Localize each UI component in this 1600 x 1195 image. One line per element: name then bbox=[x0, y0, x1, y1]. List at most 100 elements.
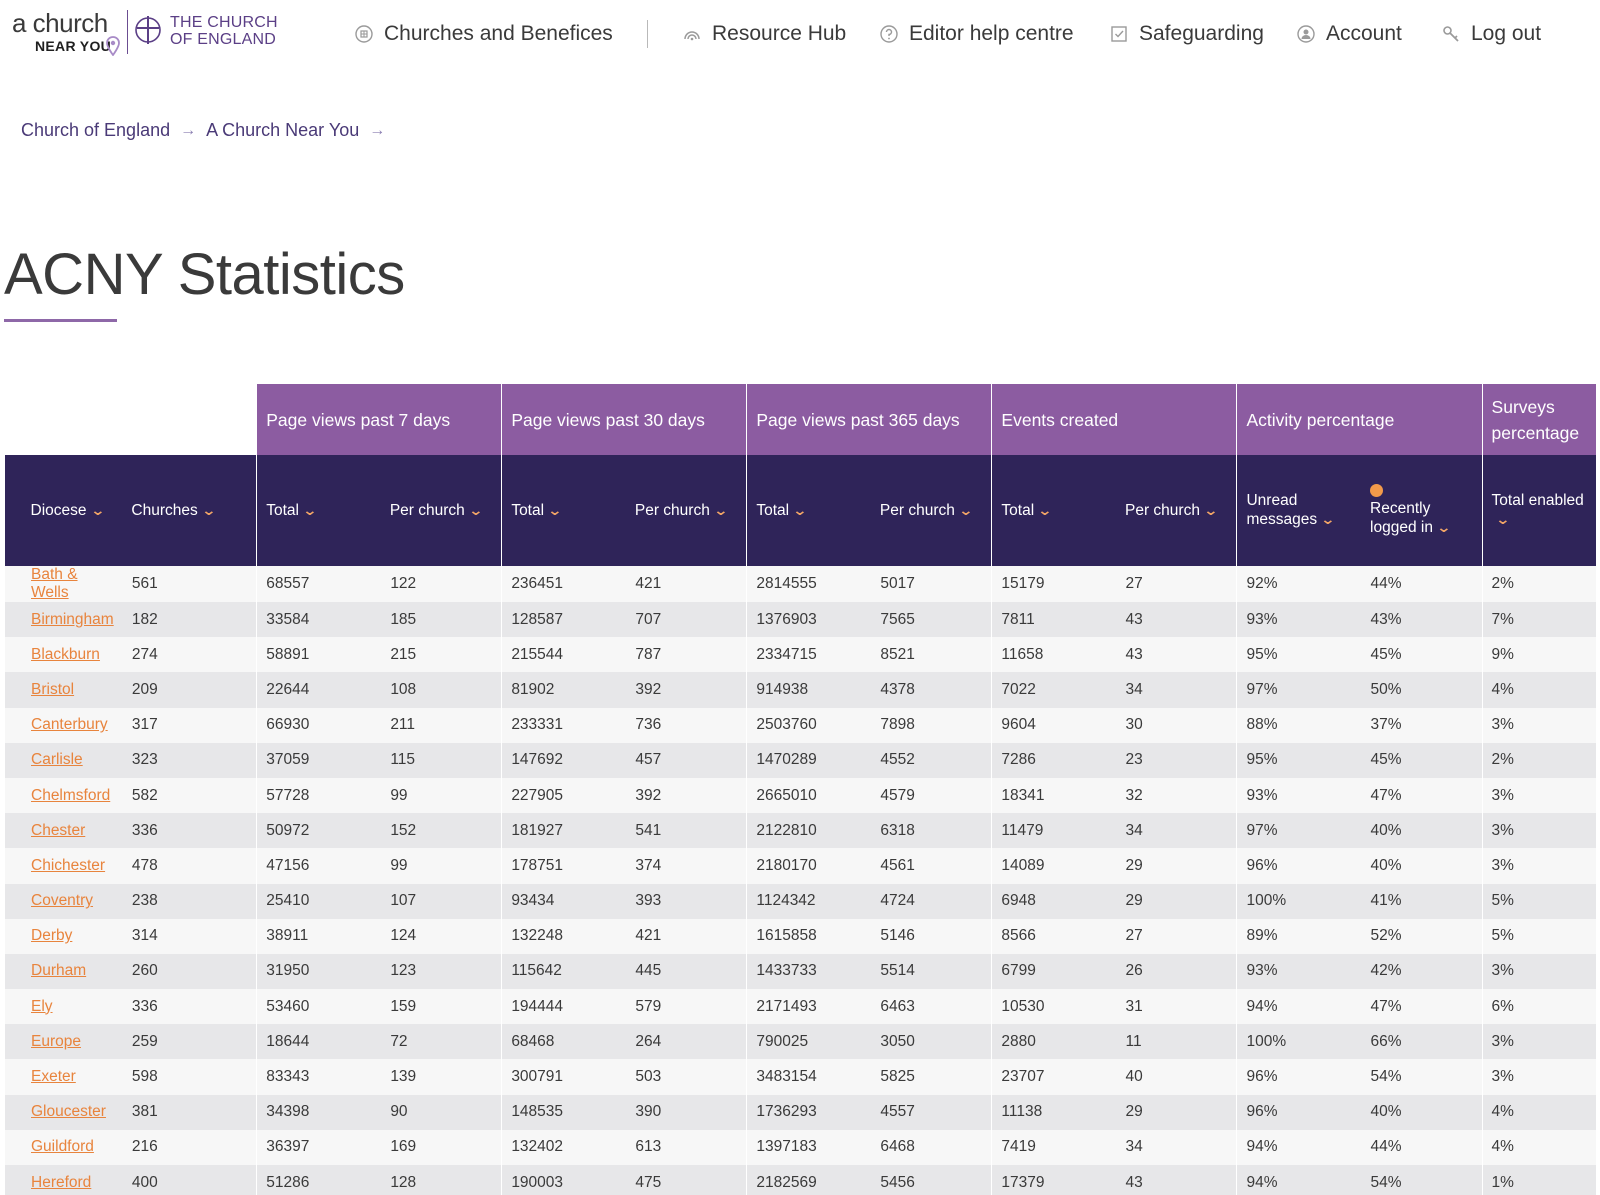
nav-account[interactable]: Account bbox=[1296, 16, 1402, 52]
column-header-7d-per-church[interactable]: Per church ⌄ bbox=[380, 455, 502, 566]
table-cell: 93% bbox=[1236, 777, 1362, 814]
diocese-link[interactable]: Hereford bbox=[31, 1173, 92, 1191]
diocese-link[interactable]: Gloucester bbox=[31, 1103, 106, 1121]
column-header-30d-per-church[interactable]: Per church ⌄ bbox=[625, 455, 747, 566]
table-cell: 7419 bbox=[991, 1129, 1116, 1165]
cell-value: 7286 bbox=[1001, 751, 1036, 769]
column-header-recently-logged-in[interactable]: Recently logged in ⌄ bbox=[1361, 455, 1483, 566]
column-header-label: Recently logged in bbox=[1370, 500, 1433, 536]
column-header-unread-messages[interactable]: Unread messages ⌄ bbox=[1236, 455, 1362, 566]
diocese-link[interactable]: Guildford bbox=[31, 1138, 94, 1156]
cell-value: 181927 bbox=[511, 821, 564, 839]
table-cell: 43 bbox=[1115, 637, 1237, 673]
breadcrumb-church-of-england[interactable]: Church of England bbox=[21, 120, 171, 140]
table-cell: 43 bbox=[1115, 602, 1237, 638]
cell-value: 215544 bbox=[511, 645, 564, 663]
cell-value: 47% bbox=[1370, 786, 1402, 804]
table-cell: 6948 bbox=[991, 883, 1116, 919]
cell-value: 274 bbox=[131, 645, 158, 663]
cell-value: 122 bbox=[390, 575, 417, 592]
column-header-total-enabled[interactable]: Total enabled ⌄ bbox=[1481, 455, 1596, 566]
acny-logo[interactable]: a church NEAR YOU bbox=[12, 8, 124, 56]
table-cell: 27 bbox=[1115, 918, 1237, 954]
diocese-cell: Chelmsford bbox=[4, 777, 123, 814]
cell-value: 94% bbox=[1246, 997, 1278, 1015]
column-header-365d-total[interactable]: Total ⌄ bbox=[746, 455, 871, 566]
church-of-england-logo[interactable]: THE CHURCH OF ENGLAND bbox=[170, 14, 278, 48]
church-of-england-cross-icon[interactable] bbox=[134, 14, 162, 46]
breadcrumb-a-church-near-you[interactable]: A Church Near You bbox=[206, 120, 360, 140]
cell-value: 216 bbox=[131, 1138, 158, 1156]
diocese-link[interactable]: Chester bbox=[31, 821, 86, 839]
table-cell: 94% bbox=[1236, 1165, 1362, 1195]
table-cell: 1736293 bbox=[746, 1094, 871, 1130]
table-cell: 42% bbox=[1361, 953, 1483, 990]
diocese-link[interactable]: Ely bbox=[31, 997, 53, 1015]
cell-value: 92% bbox=[1246, 575, 1278, 592]
cell-value: 503 bbox=[635, 1068, 662, 1086]
cell-value: 6318 bbox=[880, 821, 915, 839]
table-cell: 57728 bbox=[256, 777, 381, 814]
cell-value: 393 bbox=[635, 892, 662, 910]
diocese-link[interactable]: Chichester bbox=[31, 856, 106, 874]
table-cell: 115 bbox=[380, 742, 502, 778]
nav-editor-help-centre[interactable]: Editor help centre bbox=[879, 16, 1074, 52]
cell-value: 11479 bbox=[1001, 821, 1044, 839]
column-header-diocese[interactable]: Diocese ⌄ bbox=[4, 455, 123, 566]
table-cell: 336 bbox=[122, 813, 257, 849]
cell-value: 2182569 bbox=[756, 1173, 817, 1191]
cell-value: 3% bbox=[1491, 821, 1514, 839]
diocese-link[interactable]: Blackburn bbox=[31, 645, 100, 663]
column-header-events-total[interactable]: Total ⌄ bbox=[991, 455, 1116, 566]
cell-value: 374 bbox=[635, 856, 662, 874]
nav-churches-and-benefices[interactable]: Churches and Benefices bbox=[354, 16, 613, 52]
chevron-down-icon: ⌄ bbox=[1436, 519, 1452, 535]
cell-value: 421 bbox=[635, 927, 662, 945]
diocese-cell: Blackburn bbox=[4, 637, 123, 673]
cell-value: 3% bbox=[1491, 856, 1514, 874]
column-header-label: Churches bbox=[131, 502, 198, 519]
cell-value: 99 bbox=[390, 786, 408, 804]
diocese-link[interactable]: Bath & Wells bbox=[31, 566, 78, 601]
cell-value: 2% bbox=[1491, 751, 1514, 769]
key-icon bbox=[1443, 26, 1459, 42]
column-header-7d-total[interactable]: Total ⌄ bbox=[256, 455, 381, 566]
nav-log-out[interactable]: Log out bbox=[1441, 16, 1541, 52]
diocese-link[interactable]: Chelmsford bbox=[31, 786, 111, 804]
cell-value: 95% bbox=[1246, 751, 1278, 769]
diocese-link[interactable]: Coventry bbox=[31, 892, 94, 910]
cell-value: 579 bbox=[635, 997, 662, 1015]
column-header-events-per-church[interactable]: Per church ⌄ bbox=[1115, 455, 1237, 566]
diocese-link[interactable]: Canterbury bbox=[31, 716, 108, 734]
column-header-30d-total[interactable]: Total ⌄ bbox=[501, 455, 626, 566]
cell-value: 1397183 bbox=[756, 1138, 817, 1156]
diocese-link[interactable]: Derby bbox=[31, 927, 73, 945]
cell-value: 336 bbox=[131, 821, 158, 839]
column-header-365d-per-church[interactable]: Per church ⌄ bbox=[870, 455, 992, 566]
info-icon[interactable] bbox=[1370, 484, 1384, 497]
cell-value: 54% bbox=[1370, 1173, 1402, 1191]
diocese-link[interactable]: Birmingham bbox=[31, 610, 114, 628]
cell-value: 93% bbox=[1246, 610, 1278, 628]
nav-resource-hub[interactable]: Resource Hub bbox=[682, 16, 846, 52]
cell-value: 44% bbox=[1370, 575, 1402, 592]
table-cell: 3% bbox=[1481, 848, 1596, 884]
table-cell: 95% bbox=[1236, 637, 1362, 673]
diocese-link[interactable]: Durham bbox=[31, 962, 87, 980]
cell-value: 10530 bbox=[1001, 997, 1045, 1015]
diocese-link[interactable]: Carlisle bbox=[31, 751, 83, 769]
table-cell: 211 bbox=[380, 707, 502, 743]
table-row: Coventry 238 25410 107 93434 393 1124342 4724 69… bbox=[4, 883, 1596, 919]
table-cell: 264 bbox=[625, 1024, 747, 1060]
cell-value: 5825 bbox=[880, 1068, 915, 1086]
table-cell: 4378 bbox=[870, 672, 992, 708]
diocese-link[interactable]: Bristol bbox=[31, 680, 75, 698]
nav-safeguarding[interactable]: Safeguarding bbox=[1109, 16, 1264, 52]
diocese-link[interactable]: Exeter bbox=[31, 1068, 76, 1086]
diocese-cell: Ely bbox=[4, 989, 123, 1025]
diocese-link[interactable]: Europe bbox=[31, 1032, 81, 1050]
table-cell: 1433733 bbox=[746, 953, 871, 990]
column-header-churches[interactable]: Churches ⌄ bbox=[122, 455, 257, 566]
cell-value: 72 bbox=[390, 1032, 408, 1050]
cell-value: 88% bbox=[1246, 716, 1278, 734]
